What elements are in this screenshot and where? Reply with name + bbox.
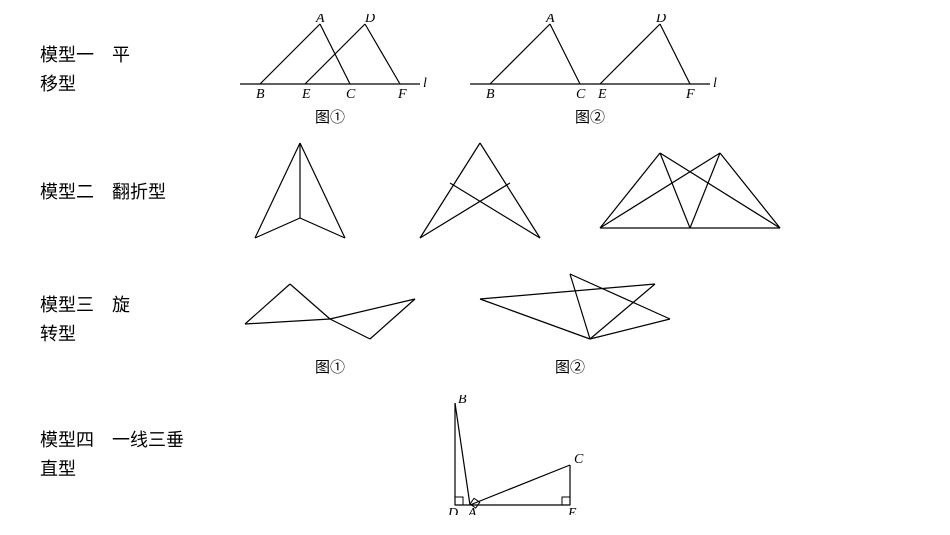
diagram-svg [590,138,790,238]
diagram-svg: B C DA E [410,395,610,515]
svg-text:B: B [458,395,467,407]
model-row-3: 模型三 旋转型图① 图② [0,260,950,380]
label-line1: 模型二 翻折型 [40,178,230,207]
model-row-4: 模型四 一线三垂直型 B C DA E [0,385,950,525]
figure-caption: 图① [315,106,345,127]
figure-caption: 图① [315,356,345,377]
label-line2: 转型 [40,320,230,349]
diagram-group: ADBECFl图①ADBCEFl图② [230,14,950,127]
svg-text:A: A [467,506,477,515]
svg-text:C: C [346,87,356,102]
svg-text:l: l [423,76,427,91]
figure: B C DA E [410,395,610,515]
figure: 图① [230,264,430,377]
diagram-group: 图① 图② [230,264,950,377]
svg-text:B: B [486,87,495,102]
label-line2: 移型 [40,70,230,99]
svg-text:A: A [545,14,555,26]
diagram-svg [400,138,560,248]
model-label: 模型三 旋转型 [0,291,230,349]
figure [590,138,790,238]
svg-text:l: l [713,76,717,91]
figure-caption: 图② [575,106,605,127]
figure-caption: 图② [555,356,585,377]
svg-text:A: A [315,14,325,26]
diagram-svg [230,138,370,248]
model-label: 模型二 翻折型 [0,178,230,207]
svg-text:B: B [256,87,265,102]
diagram-svg: A D B CE Fl [460,14,720,104]
svg-text:C: C [574,452,584,467]
diagram-svg: A D B E C Fl [230,14,430,104]
model-label: 模型一 平移型 [0,41,230,99]
svg-text:F: F [397,87,407,102]
model-row-1: 模型一 平移型ADBECFl图①ADBCEFl图② [0,10,950,130]
diagram-group [230,138,950,248]
svg-text:E: E [597,87,607,102]
label-line1: 模型三 旋 [40,291,230,320]
model-row-2: 模型二 翻折型 [0,130,950,255]
figure [230,138,370,248]
label-line1: 模型四 一线三垂 [40,426,230,455]
svg-text:D: D [655,14,666,26]
svg-text:F: F [685,87,695,102]
label-line2: 直型 [40,455,230,484]
svg-text:E: E [567,506,577,515]
diagram-svg [230,264,430,354]
figure: A D B E C Fl 图① [230,14,430,127]
diagram-group: B C DA E [230,395,950,515]
svg-text:D: D [364,14,375,26]
figure: 图② [460,264,680,377]
figure [400,138,560,248]
svg-text:E: E [301,87,311,102]
svg-text:C: C [576,87,586,102]
diagram-svg [460,264,680,354]
label-line1: 模型一 平 [40,41,230,70]
svg-text:D: D [447,506,458,515]
figure: A D B CE Fl 图② [460,14,720,127]
model-label: 模型四 一线三垂直型 [0,426,230,484]
